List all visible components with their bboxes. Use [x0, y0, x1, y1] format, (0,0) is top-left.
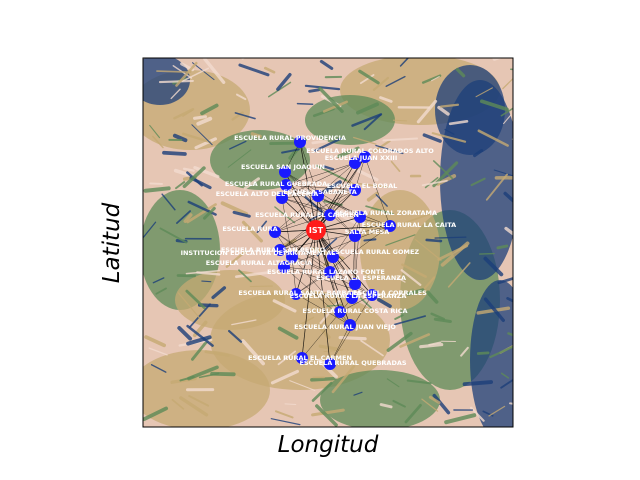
school-node — [359, 151, 371, 163]
edge — [364, 156, 391, 227]
school-label: ESCUELA RURAL EL CARMEN — [255, 211, 359, 219]
school-node — [324, 209, 336, 221]
school-node — [278, 261, 290, 273]
school-label: ESCUELA RURAL JUAN VIEJO — [294, 323, 396, 331]
edge — [295, 293, 351, 326]
school-node — [349, 278, 361, 290]
edge — [285, 184, 331, 216]
edge-hub-1 — [315, 156, 366, 231]
edge — [283, 225, 391, 268]
school-label: ESCUELA RURAL COLORADOS ALTO — [306, 147, 434, 155]
school-label: ESCUELA LA ESPERANZA — [316, 274, 406, 282]
school-label: ESCUELA RURAL SAN PEDRO — [221, 246, 326, 254]
edge — [317, 195, 356, 237]
edge — [317, 195, 361, 218]
edge-hub-11 — [315, 225, 391, 231]
school-node — [312, 190, 324, 202]
edge — [295, 271, 331, 295]
edge — [283, 266, 331, 273]
school-label: ESCUELA RURAL GOMEZ — [331, 248, 420, 256]
school-label: ESCUELA RURAL PROVIDENCIA — [234, 134, 346, 142]
school-label: ESCUELA RURAL LA ESPERANZA — [290, 292, 407, 300]
edge-hub-25 — [315, 229, 331, 365]
edge — [281, 197, 391, 227]
terrain-background — [143, 58, 513, 427]
edge — [281, 197, 293, 258]
school-node — [344, 319, 356, 331]
school-node — [384, 220, 396, 232]
school-node — [349, 184, 361, 196]
school-label: ESCUELA RURAL SANTA BARBARA — [238, 289, 361, 297]
edge — [339, 294, 373, 313]
school-node — [280, 179, 292, 191]
school-label: SALTA MESA — [345, 228, 390, 236]
school-node — [349, 157, 361, 169]
school-node — [346, 292, 358, 304]
school-node — [366, 289, 378, 301]
edge — [284, 171, 319, 197]
school-label: ESCUELA RURAL COSTA RICA — [302, 307, 407, 315]
edge — [285, 184, 391, 227]
edge — [285, 184, 356, 191]
school-node — [334, 306, 346, 318]
edge — [281, 162, 356, 199]
school-label: ESCUELA ALTO DEL PACERIA — [216, 190, 318, 198]
school-node — [324, 358, 336, 370]
edge — [274, 231, 331, 273]
school-label: ESCUELA RURAL LAZARO FONTE — [267, 268, 385, 276]
school-label: INSTITUCION EDUCATIVA DEPARTAMENTAL — [181, 249, 336, 257]
school-label: ESCUELA EL BOBAL — [327, 182, 398, 190]
edge — [274, 189, 356, 233]
edge — [281, 197, 331, 216]
school-label: ESCUELA JUAN XXIII — [325, 154, 398, 162]
center-node-label: IST — [309, 226, 324, 235]
school-node — [354, 211, 366, 223]
edge-hub-24 — [301, 229, 317, 359]
school-node — [269, 226, 281, 238]
school-label: ESCUELA RURA — [222, 225, 277, 233]
school-label: ESCUELA RURAL LA CAITA — [362, 221, 456, 229]
school-node — [290, 288, 302, 300]
x-axis-label: Longitud — [277, 432, 379, 458]
school-nodes — [269, 136, 396, 370]
edge — [291, 256, 341, 313]
school-node — [349, 230, 361, 242]
edge — [329, 324, 351, 365]
school-label: ESCUELA RURAL EL CARMEN — [248, 354, 352, 362]
plot-frame — [142, 57, 514, 428]
school-label: ESCUELA SAN JOAQUIN — [241, 163, 325, 171]
school-label: ESCUELA CORRALES — [353, 289, 427, 297]
edge — [283, 266, 373, 296]
edge — [332, 216, 361, 258]
school-label: ESCUELA RURAL QUEBRADAS — [299, 359, 406, 367]
center-node — [306, 220, 326, 240]
edge — [332, 256, 353, 299]
school-label: ESCUELA RURAL GUEBRADA — [225, 180, 327, 188]
school-node — [327, 251, 339, 263]
edge — [295, 225, 391, 295]
edge-hub-2 — [315, 162, 356, 231]
school-label: ESCUELA SABANETA — [283, 188, 357, 196]
school-node — [276, 192, 288, 204]
edge — [279, 189, 356, 251]
school-node — [296, 352, 308, 364]
y-axis-label: Latitud — [99, 202, 125, 284]
edge — [274, 214, 331, 233]
school-label: ESCUELA RURAL ALTAGRACIA — [206, 259, 312, 267]
school-node — [274, 244, 286, 256]
school-label: ESCUELA RURAL ZORATAMA — [335, 209, 437, 217]
edge-hub-21 — [315, 229, 353, 299]
school-node — [324, 266, 336, 278]
edge — [354, 216, 361, 285]
edge — [279, 214, 331, 251]
school-node — [294, 136, 306, 148]
edge-hub-19 — [295, 229, 317, 295]
school-node — [279, 166, 291, 178]
school-labels: ESCUELA RURAL PROVIDENCIA ESCUELA RURAL C… — [181, 134, 457, 367]
school-node — [286, 251, 298, 263]
edge — [279, 225, 391, 251]
edge-hub-20 — [315, 229, 373, 296]
